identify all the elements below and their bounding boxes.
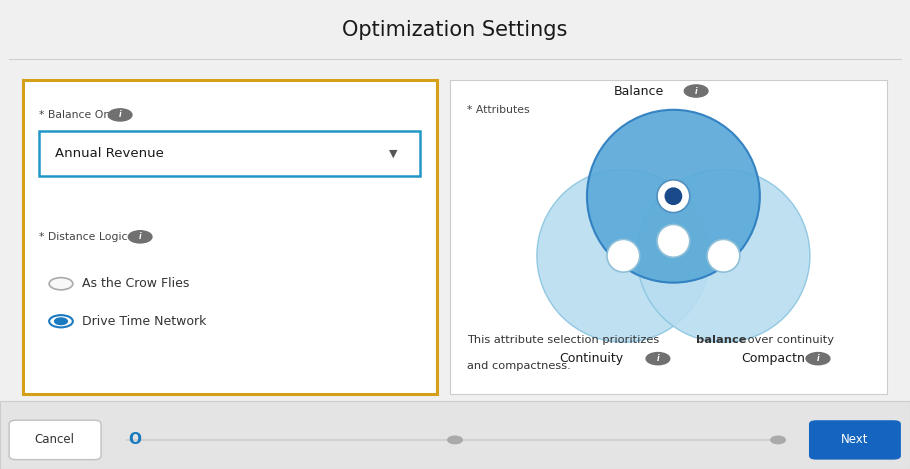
- Text: * Distance Logic: * Distance Logic: [39, 232, 127, 242]
- Text: and compactness.: and compactness.: [467, 361, 571, 371]
- Circle shape: [684, 85, 708, 97]
- Text: Cancel: Cancel: [35, 433, 75, 446]
- Text: * Balance On: * Balance On: [39, 110, 110, 120]
- Text: As the Crow Flies: As the Crow Flies: [82, 277, 189, 290]
- Text: Balance: Balance: [614, 84, 664, 98]
- FancyBboxPatch shape: [450, 80, 887, 394]
- Circle shape: [55, 318, 67, 325]
- Text: i: i: [657, 354, 659, 363]
- Text: over continuity: over continuity: [744, 335, 834, 345]
- Text: i: i: [817, 354, 819, 363]
- Text: Optimization Settings: Optimization Settings: [342, 21, 568, 40]
- Text: i: i: [695, 86, 697, 96]
- Ellipse shape: [707, 239, 740, 272]
- Ellipse shape: [587, 110, 760, 283]
- Ellipse shape: [657, 180, 690, 212]
- Ellipse shape: [665, 188, 682, 204]
- FancyBboxPatch shape: [809, 420, 901, 460]
- FancyBboxPatch shape: [39, 131, 420, 176]
- Ellipse shape: [607, 239, 640, 272]
- Text: balance: balance: [696, 335, 746, 345]
- Text: Continuity: Continuity: [560, 352, 623, 365]
- Text: Next: Next: [841, 433, 869, 446]
- Circle shape: [806, 353, 830, 365]
- Text: Annual Revenue: Annual Revenue: [55, 147, 164, 160]
- Text: * Attributes: * Attributes: [467, 105, 530, 115]
- Ellipse shape: [637, 169, 810, 342]
- FancyBboxPatch shape: [0, 401, 910, 469]
- Text: i: i: [139, 232, 141, 242]
- Text: Drive Time Network: Drive Time Network: [82, 315, 207, 328]
- Text: ▼: ▼: [389, 149, 398, 159]
- Circle shape: [49, 315, 73, 327]
- Ellipse shape: [657, 225, 690, 257]
- Ellipse shape: [537, 169, 710, 342]
- Text: Compactness: Compactness: [742, 352, 826, 365]
- Text: i: i: [119, 110, 121, 120]
- Circle shape: [108, 109, 132, 121]
- FancyBboxPatch shape: [23, 80, 437, 394]
- Circle shape: [448, 436, 462, 444]
- FancyBboxPatch shape: [9, 420, 101, 460]
- Circle shape: [49, 278, 73, 290]
- Text: O: O: [128, 432, 141, 447]
- Circle shape: [646, 353, 670, 365]
- Text: This attribute selection prioritizes: This attribute selection prioritizes: [467, 335, 662, 345]
- Circle shape: [128, 231, 152, 243]
- Circle shape: [771, 436, 785, 444]
